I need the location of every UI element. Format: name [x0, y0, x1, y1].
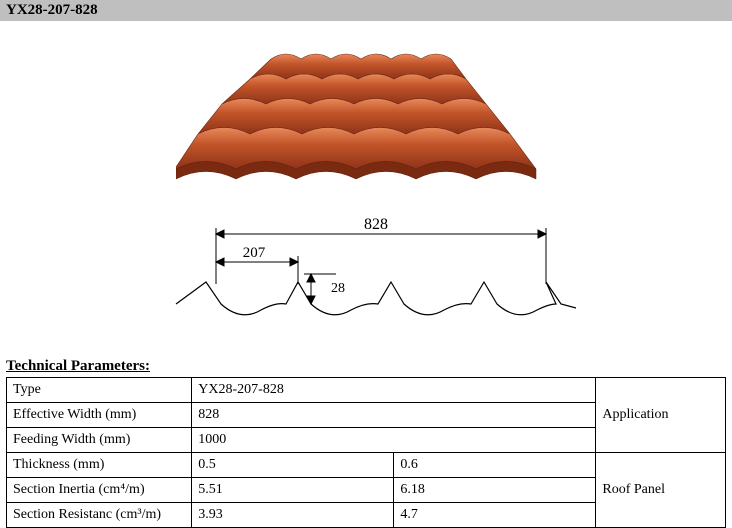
dim-pitch-label: 207: [243, 245, 266, 261]
tech-params-title: Technical Parameters:: [0, 354, 732, 377]
cell-inertia-v1: 5.51: [192, 478, 394, 503]
row-thickness: Thickness (mm) 0.5 0.6 Roof Panel: [7, 453, 726, 478]
cell-inertia-label: Section Inertia (cm⁴/m): [7, 478, 192, 503]
dim-height-label: 28: [331, 281, 345, 296]
figure-area: 828 207 28: [0, 21, 732, 354]
cell-type-label: Type: [7, 378, 192, 403]
dim-width-label: 828: [364, 216, 388, 233]
params-table: Type YX28-207-828 Application Effective …: [6, 377, 726, 528]
cell-effwidth-label: Effective Width (mm): [7, 403, 192, 428]
cell-thickness-v2: 0.6: [394, 453, 596, 478]
title-bar: YX28-207-828: [0, 0, 732, 21]
cell-resist-label: Section Resistanc (cm³/m): [7, 503, 192, 528]
cell-feedwidth-label: Feeding Width (mm): [7, 428, 192, 453]
cell-application-label: Application: [596, 378, 726, 453]
cell-thickness-label: Thickness (mm): [7, 453, 192, 478]
tile-panel-illustration: [176, 39, 556, 209]
profile-diagram: 828 207 28: [146, 214, 586, 344]
cell-resist-v1: 3.93: [192, 503, 394, 528]
cell-resist-v2: 4.7: [394, 503, 596, 528]
cell-inertia-v2: 6.18: [394, 478, 596, 503]
cell-thickness-v1: 0.5: [192, 453, 394, 478]
cell-type-value: YX28-207-828: [192, 378, 596, 403]
cell-application-value: Roof Panel: [596, 453, 726, 528]
cell-effwidth-value: 828: [192, 403, 596, 428]
cell-feedwidth-value: 1000: [192, 428, 596, 453]
product-code: YX28-207-828: [6, 2, 98, 18]
row-type: Type YX28-207-828 Application: [7, 378, 726, 403]
